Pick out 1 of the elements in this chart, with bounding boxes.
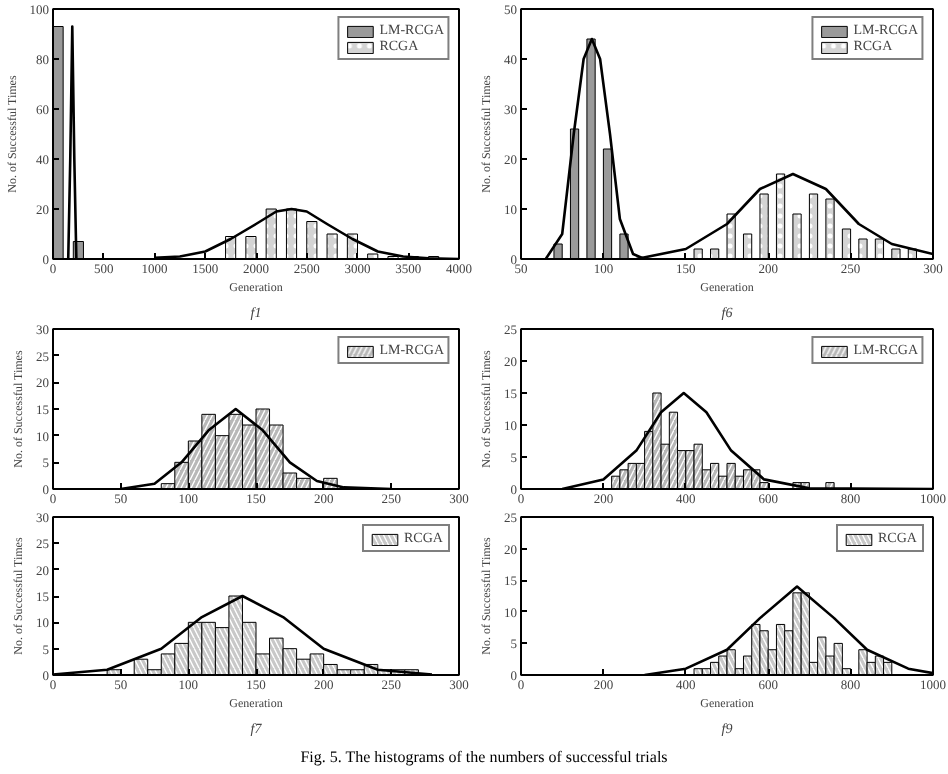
caption: Fig. 5. The histograms of the numbers of successful trials	[300, 746, 668, 769]
